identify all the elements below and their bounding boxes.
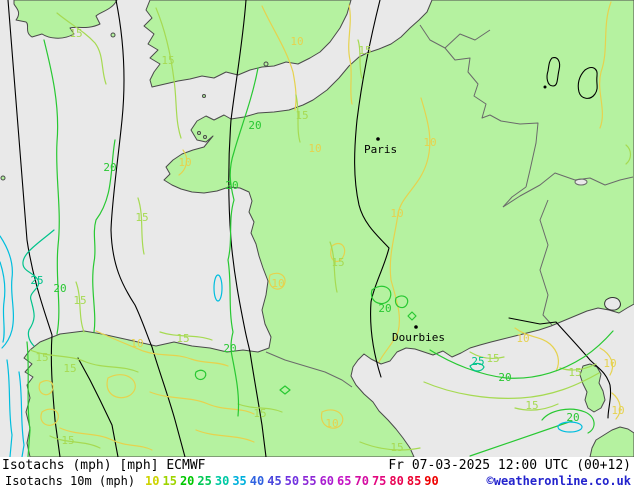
lagoon bbox=[604, 297, 621, 311]
contour-label-15: 15 bbox=[61, 434, 74, 447]
land-continent bbox=[23, 0, 634, 457]
isotach-10-contours bbox=[38, 1, 621, 451]
contour-label-10: 10 bbox=[423, 136, 436, 149]
legend-bar: Isotachs (mph) [mph] ECMWF Fr 07-03-2025… bbox=[0, 457, 634, 490]
contour-label-15: 15 bbox=[63, 362, 76, 375]
contour-label-20: 20 bbox=[223, 342, 236, 355]
land-corsica bbox=[579, 363, 606, 413]
isotach-15-contours bbox=[29, 7, 632, 451]
contour-label-20: 20 bbox=[53, 282, 66, 295]
contour-label-10: 10 bbox=[308, 142, 321, 155]
contour-label-20: 20 bbox=[378, 302, 391, 315]
contour-label-25: 25 bbox=[30, 274, 43, 287]
city-label-dourbies: Dourbies bbox=[392, 331, 445, 344]
scale-value-15: 15 bbox=[162, 474, 177, 488]
contour-label-15: 15 bbox=[568, 366, 581, 379]
contour-label-20: 20 bbox=[248, 119, 261, 132]
copyright-link[interactable]: ©weatheronline.co.uk bbox=[486, 474, 632, 488]
country-borders bbox=[265, 24, 634, 388]
scale-value-45: 45 bbox=[267, 474, 282, 488]
contour-label-15: 15 bbox=[331, 256, 344, 269]
contour-label-10: 10 bbox=[516, 332, 529, 345]
contour-label-15: 15 bbox=[486, 352, 499, 365]
isotach-20-contours bbox=[26, 39, 614, 457]
color-scale: 10 15 20 25 30 35 40 45 50 55 60 65 70 75 80 85 90 bbox=[145, 474, 439, 488]
contour-label-15: 15 bbox=[525, 399, 538, 412]
scale-value-60: 60 bbox=[319, 474, 335, 488]
contour-label-15: 15 bbox=[73, 294, 86, 307]
contour-label-20: 20 bbox=[498, 371, 511, 384]
scale-value-50: 50 bbox=[284, 474, 300, 488]
isotach-25-contours bbox=[22, 229, 485, 372]
map-area: 10 10 10 10 10 10 10 10 10 10 10 15 15 15 15 15 15 15 15 15… bbox=[0, 0, 634, 457]
contour-label-10: 10 bbox=[130, 337, 143, 350]
contour-label-15: 15 bbox=[161, 54, 174, 67]
scale-value-55: 55 bbox=[302, 474, 317, 488]
land-sardinia bbox=[589, 426, 634, 457]
contour-label-15: 15 bbox=[135, 211, 148, 224]
contour-label-10: 10 bbox=[271, 277, 284, 290]
scale-value-35: 35 bbox=[232, 474, 247, 488]
isotach-30-contours bbox=[0, 235, 583, 457]
scale-value-75: 75 bbox=[371, 474, 387, 488]
contour-label-20: 20 bbox=[225, 179, 238, 192]
contour-label-10: 10 bbox=[603, 357, 616, 370]
contour-label-15: 15 bbox=[390, 441, 403, 454]
scale-value-90: 90 bbox=[424, 474, 439, 488]
scale-value-65: 65 bbox=[337, 474, 352, 488]
scale-value-25: 25 bbox=[197, 474, 212, 488]
scale-value-30: 30 bbox=[214, 474, 230, 488]
island-speck bbox=[203, 135, 207, 139]
contour-label-10: 10 bbox=[390, 207, 403, 220]
city-dot-dourbies bbox=[414, 325, 418, 329]
contour-label-15: 15 bbox=[35, 351, 48, 364]
city-label-paris: Paris bbox=[364, 143, 397, 156]
contour-label-15: 15 bbox=[253, 407, 266, 420]
contour-label-10: 10 bbox=[325, 417, 338, 430]
city-labels: Paris Dourbies bbox=[364, 137, 445, 344]
scale-value-10: 10 bbox=[145, 474, 160, 488]
island-speck bbox=[263, 61, 269, 67]
contour-label-15: 15 bbox=[69, 27, 82, 40]
scale-value-40: 40 bbox=[249, 474, 265, 488]
city-dot-paris bbox=[376, 137, 380, 141]
scale-value-20: 20 bbox=[179, 474, 195, 488]
island-speck bbox=[197, 131, 201, 135]
map-title: Isotachs (mph) [mph] ECMWF bbox=[2, 458, 206, 473]
scale-value-85: 85 bbox=[406, 474, 422, 488]
contour-label-15: 15 bbox=[358, 44, 371, 57]
scale-value-70: 70 bbox=[354, 474, 369, 488]
land-britain bbox=[143, 0, 352, 88]
contour-labels: 10 10 10 10 10 10 10 10 10 10 10 15 15 15 15 15 15 15 15 15… bbox=[30, 27, 624, 454]
isotach-map: 10 10 10 10 10 10 10 10 10 10 10 15 15 15 15 15 15 15 15 15… bbox=[0, 0, 634, 457]
valid-time: Fr 07-03-2025 12:00 UTC (00+12) bbox=[388, 458, 631, 473]
contour-label-10: 10 bbox=[290, 35, 303, 48]
contour-label-20: 20 bbox=[566, 411, 579, 424]
contour-label-20: 20 bbox=[103, 161, 116, 174]
legend-row-title: Isotachs (mph) [mph] ECMWF Fr 07-03-2025… bbox=[0, 458, 634, 473]
island-speck bbox=[110, 32, 116, 38]
contour-label-15: 15 bbox=[176, 332, 189, 345]
parameter-label: Isotachs 10m (mph) bbox=[5, 474, 136, 488]
scale-value-80: 80 bbox=[389, 474, 404, 488]
contour-label-10: 10 bbox=[611, 404, 624, 417]
contour-label-25: 25 bbox=[471, 355, 484, 368]
island-speck bbox=[202, 94, 206, 98]
landmasses bbox=[0, 0, 634, 457]
legend-row-scale: Isotachs 10m (mph) 10 15 20 25 30 35 40 45 50 55 6… bbox=[0, 474, 634, 488]
contour-label-10: 10 bbox=[178, 156, 191, 169]
island-speck bbox=[0, 175, 6, 181]
contour-label-15: 15 bbox=[295, 109, 308, 122]
